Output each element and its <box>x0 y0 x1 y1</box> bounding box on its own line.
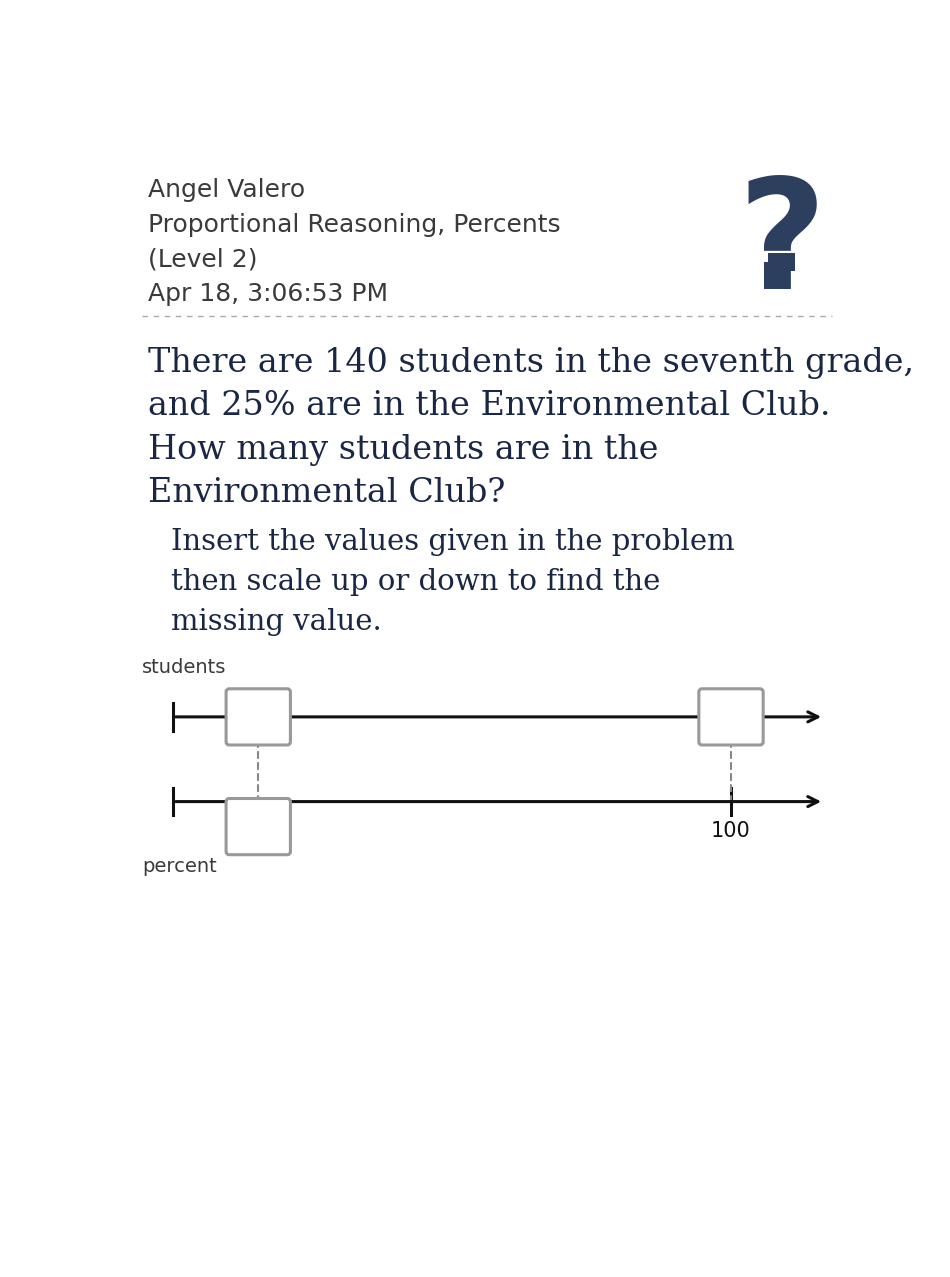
Text: There are 140 students in the seventh grade,: There are 140 students in the seventh gr… <box>148 347 914 379</box>
Text: students: students <box>142 658 226 677</box>
Text: then scale up or down to find the: then scale up or down to find the <box>171 568 661 596</box>
Text: Proportional Reasoning, Percents: Proportional Reasoning, Percents <box>148 212 560 236</box>
Text: Insert the values given in the problem: Insert the values given in the problem <box>171 529 735 557</box>
Text: Environmental Club?: Environmental Club? <box>148 476 505 508</box>
Text: missing value.: missing value. <box>171 608 382 636</box>
Text: ?: ? <box>737 172 826 322</box>
Text: percent: percent <box>142 857 217 876</box>
FancyBboxPatch shape <box>226 798 291 854</box>
Text: 100: 100 <box>712 821 750 840</box>
FancyBboxPatch shape <box>769 253 794 271</box>
Text: (Level 2): (Level 2) <box>148 248 257 271</box>
Text: How many students are in the: How many students are in the <box>148 433 658 466</box>
Text: and 25% are in the Environmental Club.: and 25% are in the Environmental Club. <box>148 391 830 423</box>
FancyBboxPatch shape <box>226 688 291 744</box>
Text: Angel Valero: Angel Valero <box>148 178 305 202</box>
Text: Apr 18, 3:06:53 PM: Apr 18, 3:06:53 PM <box>148 282 389 305</box>
FancyBboxPatch shape <box>699 688 763 744</box>
